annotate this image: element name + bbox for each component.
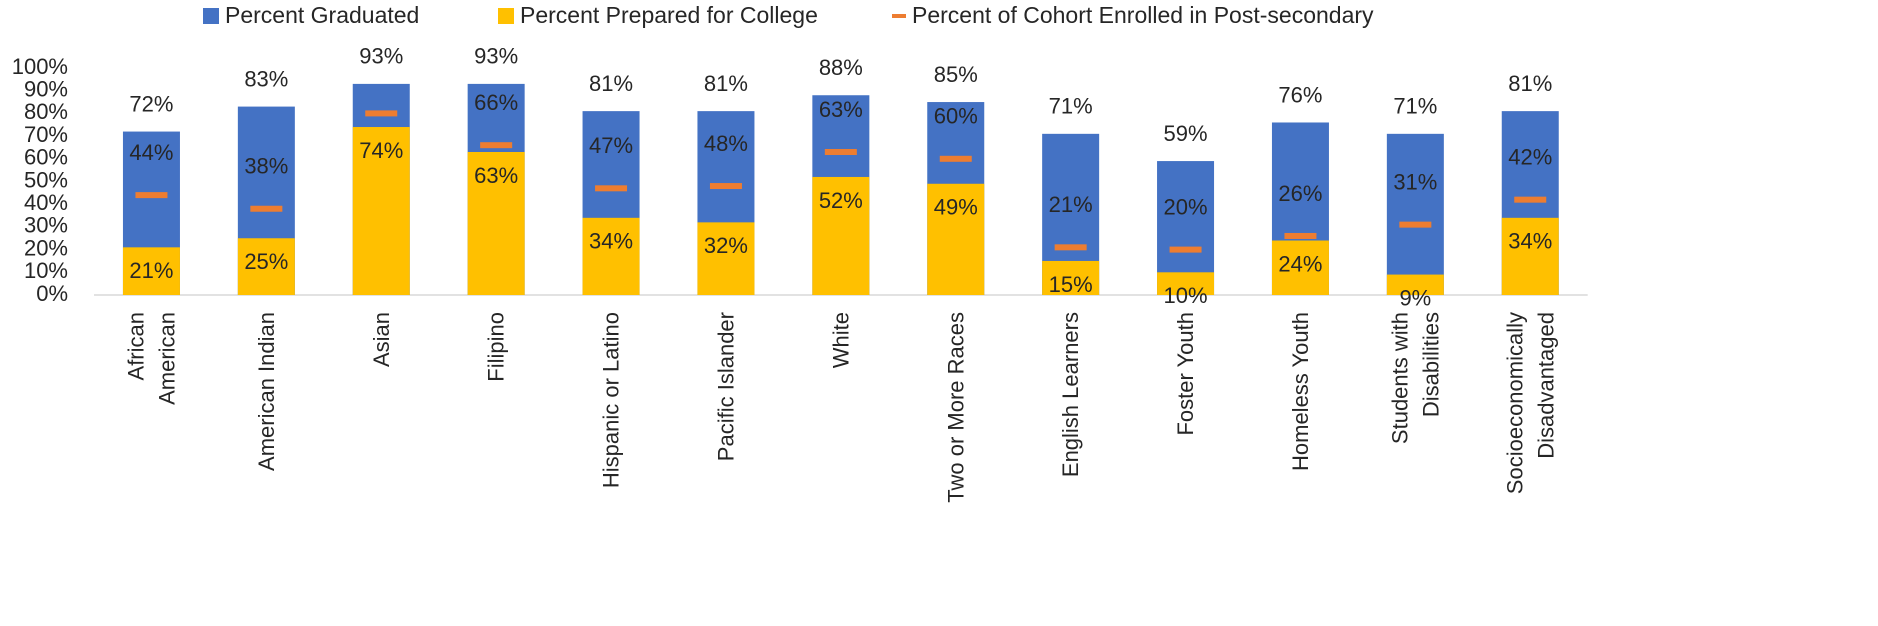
bar bbox=[1271, 240, 1329, 295]
legend-swatch bbox=[892, 14, 906, 18]
data-label: 48% bbox=[704, 131, 748, 156]
marker bbox=[135, 192, 168, 199]
data-label: 59% bbox=[1164, 121, 1208, 146]
marker bbox=[1514, 196, 1547, 203]
x-tick-label: African American bbox=[123, 312, 180, 405]
data-label: 76% bbox=[1278, 82, 1322, 107]
y-tick-label: 90% bbox=[24, 77, 68, 102]
marker bbox=[939, 155, 972, 162]
data-label: 71% bbox=[1393, 94, 1437, 119]
y-tick-label: 30% bbox=[24, 213, 68, 238]
data-label: 42% bbox=[1508, 144, 1552, 169]
bar bbox=[352, 127, 410, 296]
bar bbox=[1501, 217, 1559, 295]
bar bbox=[697, 222, 755, 295]
y-tick-label: 80% bbox=[24, 99, 68, 124]
bar bbox=[927, 183, 985, 295]
x-tick-label: English Learners bbox=[1058, 312, 1084, 478]
data-label: 47% bbox=[589, 133, 633, 158]
marker bbox=[824, 148, 857, 155]
data-label: 10% bbox=[1164, 283, 1208, 308]
data-label: 74% bbox=[359, 138, 403, 163]
bar bbox=[582, 217, 640, 295]
y-tick-label: 70% bbox=[24, 122, 68, 147]
data-label: 63% bbox=[819, 97, 863, 122]
data-label: 93% bbox=[359, 44, 403, 69]
data-label: 71% bbox=[1049, 94, 1093, 119]
data-label: 49% bbox=[934, 195, 978, 220]
bar bbox=[237, 238, 295, 295]
data-label: 72% bbox=[129, 91, 173, 116]
data-label: 66% bbox=[474, 90, 518, 115]
data-label: 31% bbox=[1393, 169, 1437, 194]
data-label: 81% bbox=[589, 71, 633, 96]
marker bbox=[595, 185, 628, 192]
marker bbox=[250, 205, 283, 212]
bar bbox=[812, 176, 870, 295]
legend-swatch bbox=[203, 8, 219, 24]
y-tick-label: 100% bbox=[12, 54, 68, 79]
y-tick-label: 40% bbox=[24, 190, 68, 215]
data-label: 93% bbox=[474, 44, 518, 69]
marker bbox=[1054, 244, 1087, 251]
x-tick-label: Two or More Races bbox=[943, 312, 969, 503]
data-label: 85% bbox=[934, 62, 978, 87]
data-label: 26% bbox=[1278, 181, 1322, 206]
marker bbox=[709, 183, 742, 190]
x-tick-label: Hispanic or Latino bbox=[598, 312, 624, 489]
data-label: 81% bbox=[1508, 71, 1552, 96]
data-label: 34% bbox=[589, 229, 633, 254]
data-label: 38% bbox=[244, 154, 288, 179]
x-tick-label: Filipino bbox=[483, 312, 509, 382]
y-tick-label: 0% bbox=[36, 281, 68, 306]
bar bbox=[1386, 133, 1444, 295]
legend-swatch bbox=[498, 8, 514, 24]
marker bbox=[1169, 246, 1202, 253]
data-label: 81% bbox=[704, 71, 748, 96]
x-tick-label: American Indian bbox=[253, 312, 279, 471]
x-tick-label: Homeless Youth bbox=[1287, 312, 1313, 471]
bar bbox=[1042, 260, 1100, 295]
x-tick-label: Pacific Islander bbox=[713, 312, 739, 462]
legend-label: Percent of Cohort Enrolled in Post-secon… bbox=[912, 2, 1374, 28]
data-label: 21% bbox=[129, 258, 173, 283]
y-tick-label: 60% bbox=[24, 145, 68, 170]
marker bbox=[1284, 232, 1317, 239]
data-label: 24% bbox=[1278, 251, 1322, 276]
data-label: 20% bbox=[1164, 194, 1208, 219]
legend-label: Percent Prepared for College bbox=[520, 2, 818, 28]
y-tick-label: 20% bbox=[24, 235, 68, 260]
y-tick-label: 50% bbox=[24, 167, 68, 192]
marker bbox=[480, 142, 513, 149]
marker bbox=[365, 110, 398, 117]
data-label: 15% bbox=[1049, 272, 1093, 297]
x-tick-label: Students with Disabilities bbox=[1387, 312, 1444, 445]
x-tick-label: White bbox=[828, 312, 854, 369]
data-label: 25% bbox=[244, 249, 288, 274]
bar bbox=[467, 151, 525, 295]
data-label: 88% bbox=[819, 55, 863, 80]
data-label: 60% bbox=[934, 104, 978, 129]
bar bbox=[1157, 272, 1215, 295]
data-label: 44% bbox=[129, 140, 173, 165]
x-tick-label: Socioeconomically Disadvantaged bbox=[1502, 312, 1559, 495]
data-label: 34% bbox=[1508, 229, 1552, 254]
data-label: 52% bbox=[819, 188, 863, 213]
data-label: 83% bbox=[244, 66, 288, 91]
legend-label: Percent Graduated bbox=[225, 2, 419, 28]
marker bbox=[1399, 221, 1432, 228]
data-label: 9% bbox=[1399, 285, 1431, 310]
x-tick-label: Foster Youth bbox=[1173, 312, 1199, 436]
y-tick-label: 10% bbox=[24, 258, 68, 283]
x-tick-label: Asian bbox=[368, 312, 394, 368]
data-label: 63% bbox=[474, 163, 518, 188]
bar bbox=[122, 247, 180, 295]
data-label: 21% bbox=[1049, 192, 1093, 217]
data-label: 32% bbox=[704, 233, 748, 258]
bar bbox=[1386, 274, 1444, 295]
